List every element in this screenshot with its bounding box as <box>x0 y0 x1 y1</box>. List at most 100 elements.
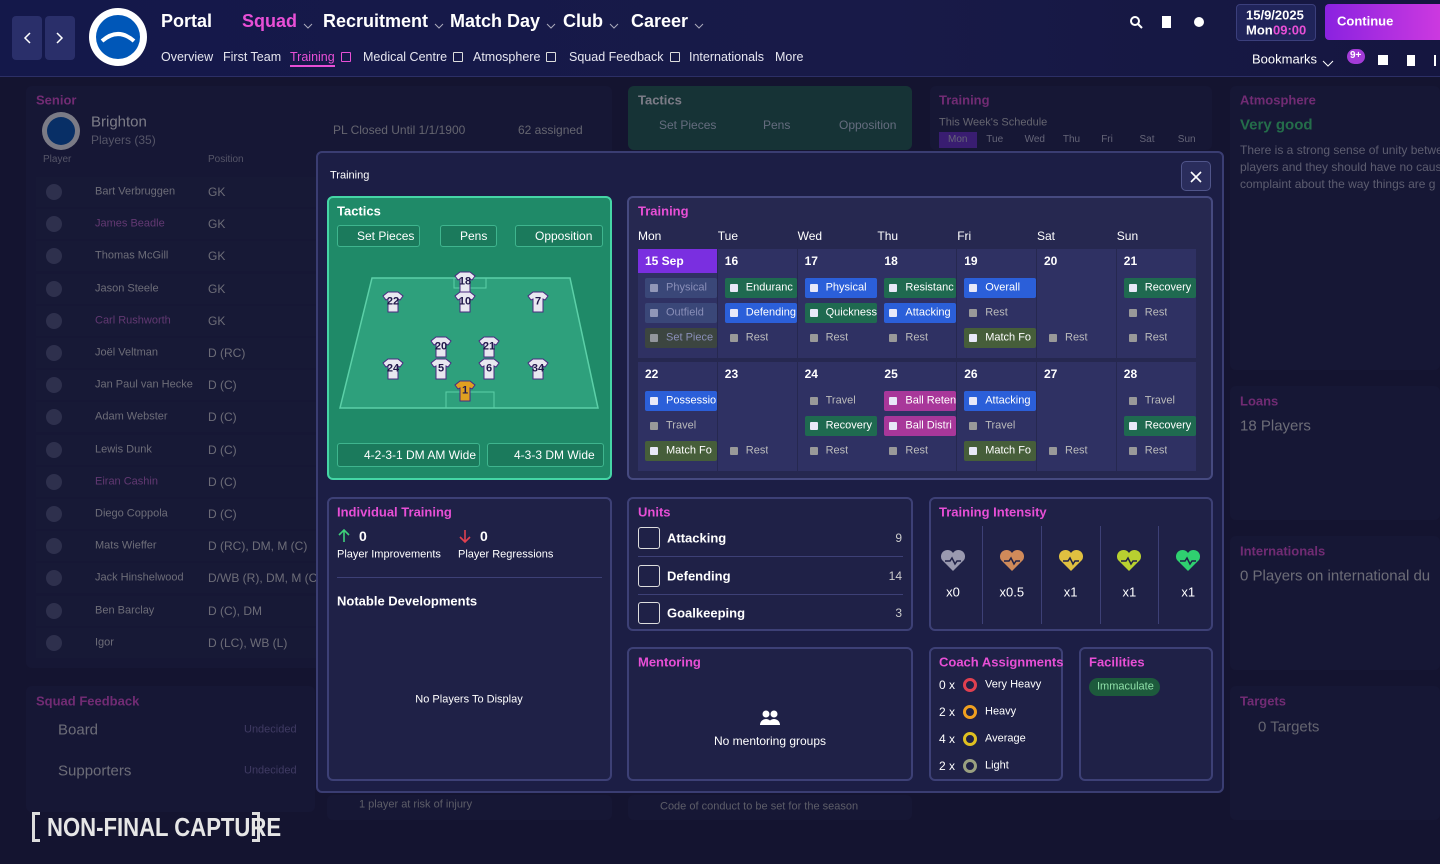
session[interactable] <box>884 303 957 323</box>
session-name[interactable]: Overall <box>985 282 1021 294</box>
session-name[interactable]: Travel <box>666 420 697 432</box>
session-name[interactable]: Rest <box>825 445 849 457</box>
session[interactable] <box>724 303 797 323</box>
day-date: 24 <box>804 367 818 381</box>
session[interactable] <box>964 278 1037 298</box>
formation-button[interactable] <box>337 443 480 467</box>
sub-nav-item[interactable]: Training <box>290 49 335 64</box>
unit-name[interactable]: Goalkeeping <box>667 605 746 621</box>
coach-level-icon <box>963 678 977 692</box>
session-name[interactable]: Rest <box>1065 445 1088 457</box>
unit-name[interactable]: Defending <box>667 568 731 583</box>
tactics-button-label[interactable]: Pens <box>460 229 488 243</box>
sub-nav-item[interactable]: Squad Feedback <box>569 49 664 64</box>
session-name[interactable]: Rest <box>1065 332 1088 344</box>
session-name[interactable]: Rest <box>1144 445 1168 457</box>
session[interactable] <box>645 328 717 348</box>
nav-item[interactable]: Match Day <box>450 11 541 31</box>
day-date: 20 <box>1044 254 1058 268</box>
forward-button[interactable] <box>45 16 75 60</box>
intensity-label[interactable]: x1 <box>1181 584 1196 600</box>
session-name[interactable]: Quickness <box>825 307 877 319</box>
session-name[interactable]: Match Fo <box>985 445 1032 457</box>
session-name[interactable]: Resistanc <box>905 282 954 294</box>
unit-name[interactable]: Attacking <box>667 530 727 546</box>
intensity-label[interactable]: x0 <box>946 584 960 600</box>
formation-label[interactable]: 4-2-3-1 DM AM Wide <box>364 448 477 462</box>
session-name[interactable]: Defending <box>745 307 796 319</box>
session-name[interactable]: Travel <box>825 395 856 407</box>
session-name[interactable]: Recovery <box>825 420 873 432</box>
session-name[interactable]: Ball Distri <box>905 420 952 432</box>
session-name[interactable]: Set Piece <box>666 332 714 344</box>
session-name[interactable]: Possessio <box>666 395 717 407</box>
intensity-label[interactable]: x1 <box>1063 584 1078 600</box>
continue-button[interactable] <box>1325 4 1440 40</box>
session-name[interactable]: Recovery <box>1144 282 1192 294</box>
shirt-number: 5 <box>437 362 445 375</box>
session[interactable] <box>645 303 717 323</box>
sub-nav-item[interactable]: First Team <box>223 49 282 64</box>
session[interactable] <box>804 303 877 323</box>
session[interactable] <box>645 278 717 298</box>
session-name[interactable]: Rest <box>905 332 929 344</box>
session[interactable] <box>804 278 877 298</box>
shirt-number: 10 <box>458 295 472 308</box>
session-name[interactable]: Travel <box>1144 395 1175 407</box>
tactics-button[interactable] <box>515 225 603 247</box>
intensity-label[interactable]: x0.5 <box>999 584 1025 600</box>
session-name[interactable]: Match Fo <box>985 332 1032 344</box>
session[interactable] <box>884 278 957 298</box>
session-name[interactable]: Recovery <box>1144 420 1192 432</box>
session-name[interactable]: Rest <box>825 332 849 344</box>
nav-item[interactable]: Club <box>563 11 603 31</box>
session-name[interactable]: Rest <box>745 445 769 457</box>
session-name[interactable]: Rest <box>905 445 929 457</box>
nav-item[interactable]: Portal <box>161 11 213 31</box>
tactics-button-label[interactable]: Set Pieces <box>357 229 415 243</box>
session[interactable] <box>1123 416 1196 436</box>
session-name[interactable]: Physical <box>666 282 707 294</box>
session-name[interactable]: Rest <box>1144 332 1168 344</box>
session-name[interactable]: Attacking <box>905 307 951 319</box>
sub-nav-item[interactable]: Overview <box>161 49 214 64</box>
session-name[interactable]: Rest <box>985 307 1008 319</box>
session[interactable] <box>645 391 717 411</box>
tactics-button[interactable] <box>440 225 497 247</box>
session[interactable] <box>884 391 957 411</box>
session[interactable] <box>964 441 1037 461</box>
formation-label[interactable]: 4-3-3 DM Wide <box>514 448 595 462</box>
nav-item[interactable]: Squad <box>242 11 298 31</box>
session[interactable] <box>724 278 797 298</box>
tactics-button-label[interactable]: Opposition <box>535 229 593 243</box>
session-name[interactable]: Match Fo <box>666 445 712 457</box>
session[interactable] <box>645 441 717 461</box>
bookmarks[interactable]: Bookmarks <box>1252 51 1318 67</box>
session-name[interactable]: Attacking <box>985 395 1031 407</box>
sub-nav-item[interactable]: Atmosphere <box>473 49 541 64</box>
formation-button[interactable] <box>487 443 604 467</box>
session-name[interactable]: Outfield <box>666 307 704 319</box>
session[interactable] <box>804 416 877 436</box>
session-name[interactable]: Physical <box>825 282 867 294</box>
sub-nav-item[interactable]: Internationals <box>689 49 765 64</box>
sub-nav-item[interactable]: Medical Centre <box>363 49 448 64</box>
session-name[interactable]: Rest <box>745 332 769 344</box>
nav-item[interactable]: Recruitment <box>323 11 429 31</box>
sub-nav-item[interactable]: More <box>775 49 804 64</box>
session-name[interactable]: Travel <box>985 420 1016 432</box>
session[interactable] <box>884 416 957 436</box>
tactics-button[interactable] <box>337 225 420 247</box>
intensity-label[interactable]: x1 <box>1122 584 1137 600</box>
continue-label[interactable]: Continue <box>1337 13 1394 29</box>
back-button[interactable] <box>12 16 42 60</box>
nav-item[interactable]: Career <box>631 11 689 31</box>
empty-message: No Players To Display <box>415 693 523 706</box>
session[interactable] <box>964 391 1037 411</box>
session[interactable] <box>1123 278 1196 298</box>
coach-count: 2 x <box>939 759 956 773</box>
session-name[interactable]: Ball Reten <box>905 395 957 407</box>
session[interactable] <box>964 328 1037 348</box>
session-name[interactable]: Enduranc <box>745 282 793 294</box>
session-name[interactable]: Rest <box>1144 307 1168 319</box>
